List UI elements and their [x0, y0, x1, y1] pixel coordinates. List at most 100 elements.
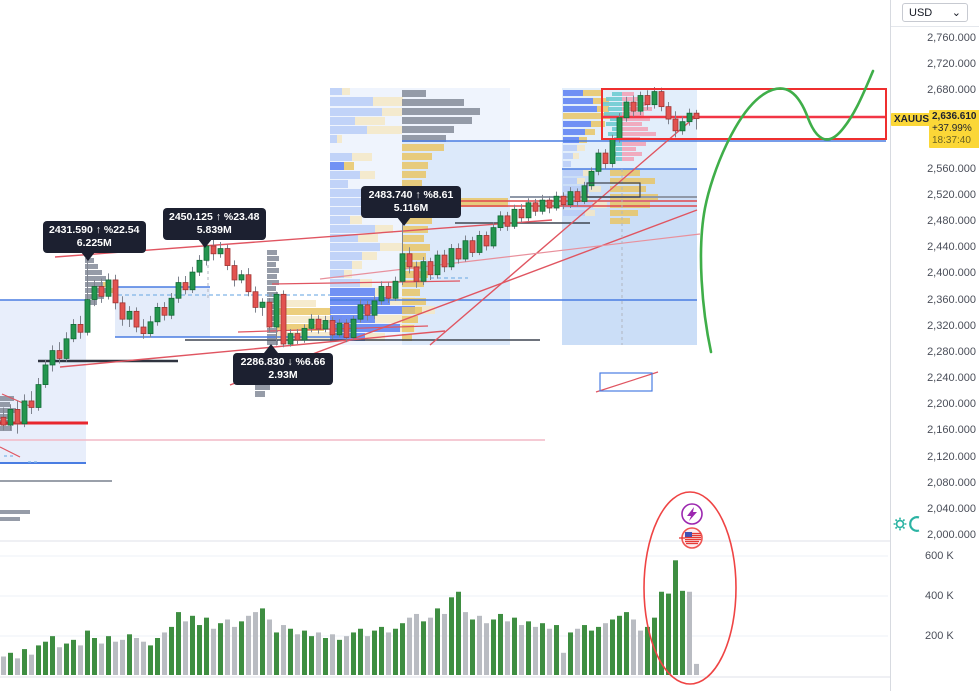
candle-down	[280, 293, 287, 345]
volume-bar	[645, 626, 650, 675]
drawn-lines[interactable]	[0, 115, 886, 482]
ticker-symbol-chip: XAUUSD	[891, 113, 940, 126]
volume-bar	[379, 626, 384, 675]
profile-ladder	[267, 286, 276, 291]
volume-bar	[92, 638, 97, 675]
profile-right-col	[585, 129, 595, 135]
profile-right-col	[563, 145, 577, 151]
volume-bar	[365, 636, 370, 675]
volume-bar	[197, 625, 202, 675]
callout-pointer	[397, 217, 411, 226]
profile-right-col	[583, 90, 601, 96]
profile-right-gold	[610, 202, 650, 208]
volume-bar	[169, 626, 174, 675]
candle-up	[392, 280, 399, 299]
volume-axis-label: 600 K	[925, 550, 954, 562]
price-callout[interactable]: 2483.740 ↑ %8.61 5.116M	[361, 186, 461, 218]
volume-bar	[540, 623, 545, 675]
volume-bar	[232, 626, 237, 675]
volume-bar	[673, 560, 678, 675]
gear-icon[interactable]	[893, 517, 907, 531]
volume-bar	[162, 632, 167, 675]
price-axis-label: 2,720.000	[927, 58, 976, 71]
blue-box-drawing[interactable]	[599, 372, 653, 392]
line-drawing	[429, 116, 696, 346]
line-drawing	[59, 330, 446, 368]
candle-up	[301, 327, 308, 341]
profile-buysell-mini	[602, 92, 656, 161]
red-ellipse-drawing[interactable]	[643, 491, 737, 685]
profile-right-col	[563, 186, 589, 192]
profile-big-left	[330, 135, 337, 143]
price-axis-label: 2,520.000	[927, 188, 976, 201]
candle-down	[518, 208, 525, 219]
green-curve-drawing[interactable]	[699, 69, 875, 354]
price-axis[interactable]: USD ⌄ 2,760.000 2,720.000 2,680.000 2,560.0…	[890, 0, 979, 691]
candle-down	[294, 333, 301, 341]
profile-ladder	[267, 316, 279, 321]
price-axis-label: 2,160.000	[927, 424, 976, 437]
candle-up	[623, 101, 630, 119]
profile-right-col	[563, 170, 583, 176]
volume-bar	[519, 625, 524, 675]
red-rectangle-drawing[interactable]	[601, 88, 887, 140]
volume-bar	[610, 619, 615, 675]
profile-ladder	[267, 340, 278, 345]
profile-big-mid	[402, 135, 446, 142]
profile-right-col	[585, 210, 595, 216]
candle-up	[126, 310, 133, 320]
profile-big-left	[330, 117, 355, 125]
candle-up	[350, 318, 357, 338]
profile-right-col	[563, 121, 591, 127]
volume-bar	[687, 591, 692, 675]
profile-big-left	[330, 225, 375, 233]
volume-bar	[603, 623, 608, 675]
price-callout[interactable]: 2431.590 ↑ %22.54 6.225M	[43, 221, 146, 253]
volume-bar	[575, 628, 580, 675]
profile-edge-mini	[0, 396, 14, 401]
profile-big-left	[362, 252, 377, 260]
volume-bar	[358, 628, 363, 675]
candle-up	[686, 112, 693, 123]
candle-down	[658, 91, 665, 108]
lightning-event-icon[interactable]	[681, 503, 703, 525]
profile-big-mid	[402, 235, 424, 242]
volume-bar	[211, 628, 216, 675]
candle-up	[609, 138, 616, 164]
volume-bar	[190, 615, 195, 675]
volume-bar	[78, 645, 83, 675]
black-box-drawing[interactable]	[586, 182, 641, 198]
volume-bar	[148, 645, 153, 675]
profile-big-mid	[402, 280, 424, 287]
candle-up	[91, 286, 98, 300]
candle-down	[427, 261, 434, 276]
volume-bar	[484, 623, 489, 675]
profile-right-col	[577, 145, 585, 151]
volume-bar	[463, 612, 468, 675]
candle-up	[476, 235, 483, 253]
news-flag-event-icon[interactable]	[679, 527, 703, 549]
profile-edge-mini	[0, 402, 10, 407]
profile-ladder	[267, 262, 276, 267]
price-callout[interactable]: 2286.830 ↓ %6.66 2.93M	[233, 353, 333, 385]
currency-dropdown[interactable]: USD ⌄	[902, 3, 968, 22]
profile-right-gold	[610, 210, 638, 216]
profile-big-left	[352, 261, 362, 269]
volume-bar	[288, 628, 293, 675]
profile-big-left	[330, 288, 375, 296]
volume-profile-bars	[0, 88, 658, 521]
candle-up	[154, 307, 161, 323]
profile-left-mini	[85, 276, 106, 281]
candle-down	[630, 101, 637, 112]
profile-big-left	[367, 126, 402, 134]
volume-bar	[638, 630, 643, 675]
axis-divider	[891, 26, 979, 27]
price-callout[interactable]: 2450.125 ↑ %23.48 5.839M	[163, 208, 266, 240]
profile-big-left	[330, 243, 380, 251]
chart-drawings[interactable]	[586, 69, 887, 685]
profile-big-mid	[402, 289, 420, 296]
volume-bar	[659, 591, 664, 675]
volume-bar	[421, 621, 426, 675]
crescent-icon[interactable]	[909, 516, 920, 532]
